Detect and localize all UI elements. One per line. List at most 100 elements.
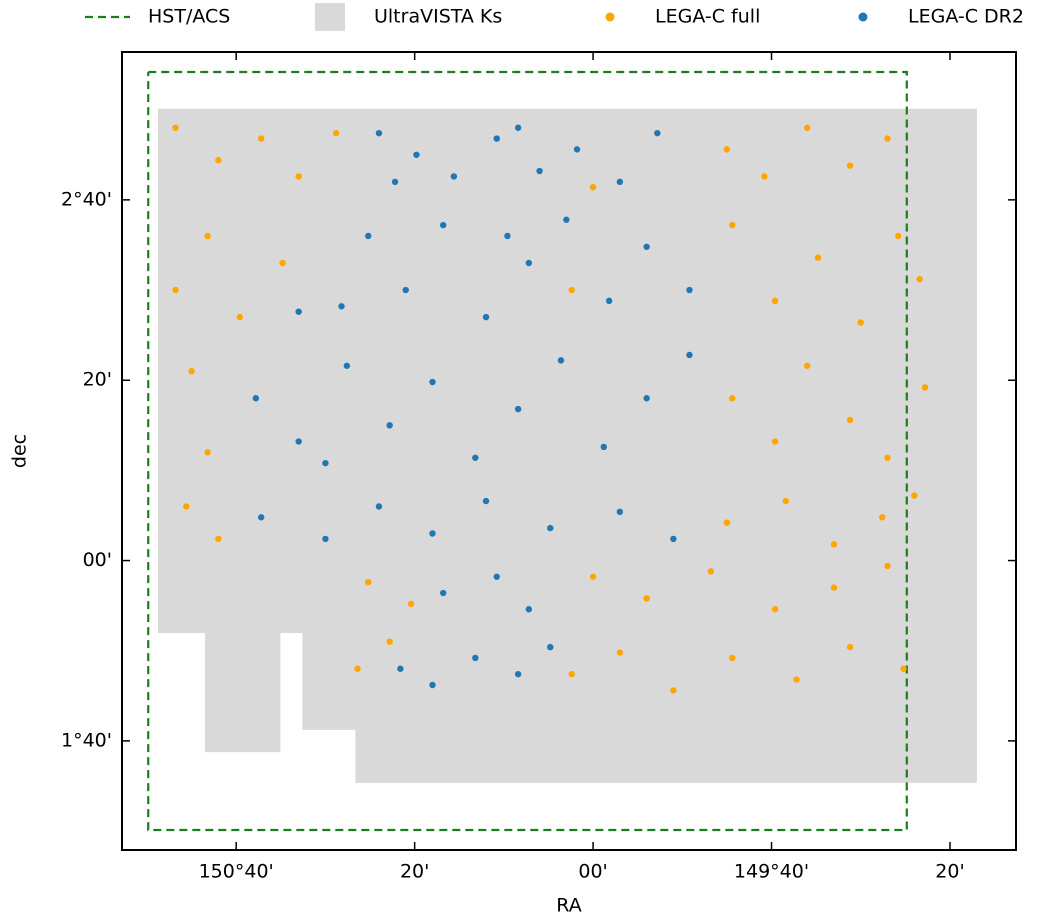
legend-swatch [858,12,868,22]
point [236,313,243,321]
point [830,584,838,591]
point [386,422,393,429]
point [439,221,447,229]
point [354,665,361,672]
point [793,676,800,683]
y-tick-label: 00' [83,549,112,571]
point [643,395,650,402]
point [429,681,436,689]
x-tick-label: 20' [935,861,964,883]
point [295,438,302,445]
point [771,297,779,305]
point [338,303,345,310]
point [782,497,790,505]
point [322,535,329,543]
point [450,173,458,180]
point [771,438,779,445]
point [654,129,661,137]
coverage-area [157,108,977,783]
point [493,573,500,580]
point [600,443,607,451]
point [482,313,490,321]
point [771,606,779,613]
point [921,384,929,391]
point [605,297,613,305]
point [761,173,768,180]
point [493,135,500,142]
point [386,638,393,645]
point [670,535,677,543]
point [830,541,838,548]
legend-label: HST/ACS [148,6,230,28]
point [589,573,597,580]
point [514,405,522,413]
point [911,492,918,499]
point [397,665,404,672]
point [884,454,891,461]
point [504,232,511,240]
legend-swatch [315,3,345,31]
x-axis-label: RA [556,895,581,917]
point [252,395,260,402]
y-tick-label: 20' [83,369,112,391]
point [547,643,554,651]
point [616,178,624,186]
point [439,589,447,597]
point [884,562,891,570]
point [172,286,179,294]
plot-frame [121,51,1017,851]
point [723,519,731,526]
point [900,665,907,672]
point [525,259,533,267]
point [563,216,570,223]
point [429,530,436,537]
x-tick-label: 150°40' [199,861,274,883]
point [729,221,736,229]
footprint-outline [147,70,908,832]
point [402,286,409,294]
point [215,535,222,543]
point [729,654,736,662]
legend-label: LEGA-C DR2 [908,6,1024,28]
point [857,319,864,326]
point [707,568,715,575]
y-tick-label: 2°40' [61,188,112,210]
point [407,600,415,608]
point [916,276,923,283]
x-tick-label: 149°40' [734,861,809,883]
point [895,232,902,240]
point [686,351,693,359]
point [589,184,597,191]
legend-label: UltraVISTA Ks [374,6,502,28]
point [257,135,265,142]
point [188,368,195,375]
point [573,146,581,153]
point [295,173,302,180]
point [804,124,811,131]
y-axis-label: dec [9,434,31,468]
point [482,497,490,505]
x-tick-label: 20' [400,861,429,883]
point [804,362,811,369]
point [365,578,372,586]
point [279,259,286,267]
point [257,514,265,521]
point [365,232,372,240]
point [183,503,190,510]
point [514,124,522,131]
point [204,449,211,456]
point [884,135,891,142]
point [878,514,886,521]
point [616,508,624,516]
legend-label: LEGA-C full [655,6,760,28]
point [729,395,736,402]
point [391,178,399,186]
point [343,362,351,369]
point [332,129,340,137]
point [472,654,479,662]
point [375,503,383,510]
point [846,416,854,424]
point [846,162,854,169]
point [616,649,624,656]
